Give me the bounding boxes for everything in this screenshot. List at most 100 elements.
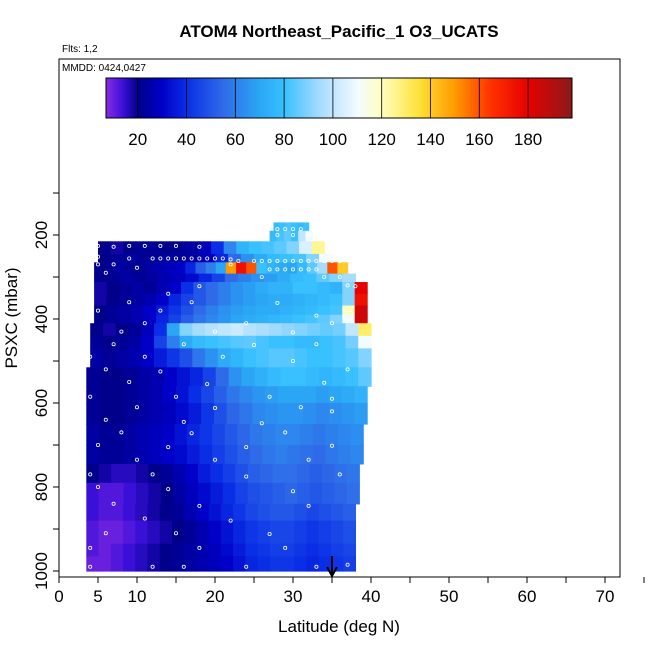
heatmap-cell [166,323,181,337]
x-axis-label: Latitude (deg N) [278,617,400,636]
sample-point [267,394,272,399]
heatmap-cell [86,482,100,505]
sample-point [283,267,288,272]
sample-point [306,231,311,236]
heatmap-cell [245,520,259,545]
heatmap-cell [358,348,372,368]
heatmap-cell [277,386,292,404]
heatmap-cell [235,463,249,484]
heatmap-cell [299,241,313,255]
x-tick-label: 0 [54,587,63,606]
heatmap-cell [248,241,262,255]
heatmap-cell [115,323,130,337]
heatmap-cell [110,503,124,522]
heatmap-cell [303,403,317,425]
heatmap-cell [111,482,125,505]
heatmap-cell [282,520,295,545]
heatmap-cell [255,314,269,324]
heatmap-cell [135,543,149,557]
sample-point [111,342,116,347]
colorbar-tick-label: 20 [128,130,147,149]
heatmap-cell [196,520,210,545]
heatmap-cell [107,273,121,283]
heatmap-cell [306,367,320,387]
heatmap-cell [189,253,203,263]
sample-point [337,472,342,477]
heatmap-cell [329,273,343,283]
sample-point [290,330,295,335]
sample-point [103,270,108,275]
heatmap-cell [302,222,310,232]
heatmap-cell [290,273,304,283]
sample-point [275,300,280,305]
heatmap-cell [272,482,286,505]
heatmap-cell [291,222,298,232]
sample-point [88,472,93,477]
heatmap-cell [264,386,279,404]
heatmap-cell [298,230,306,242]
heatmap-cell [338,445,352,465]
x-tick-label: 40 [362,587,381,606]
heatmap-cell [118,305,132,316]
heatmap-cell [330,520,344,545]
heatmap-cell [239,403,253,425]
heatmap-cell [345,335,359,349]
heatmap-cell [208,556,222,572]
heatmap-cell [280,282,294,295]
heatmap-cell [149,424,163,446]
sample-point [298,405,303,410]
heatmap-cell [98,556,112,572]
heatmap-cell [282,503,295,522]
heatmap-cell [193,282,207,295]
heatmap-cell [159,556,173,572]
heatmap-cell [192,323,206,337]
heatmap-cell [184,503,197,522]
heatmap-cell [179,348,193,368]
heatmap-cell [294,520,308,545]
sample-point [127,256,132,261]
sample-point [283,258,288,263]
x-tick-label: 30 [284,587,303,606]
heatmap-cell [292,293,306,307]
heatmap-cell [160,241,174,255]
sample-point [228,262,233,267]
heatmap-cell [316,386,330,404]
heatmap-cell [319,323,334,337]
sample-point [353,284,358,289]
heatmap-cell [319,348,334,368]
heatmap-cell [94,305,108,316]
heatmap-cell [338,424,352,446]
heatmap-cell [102,323,117,337]
heatmap-cell [143,293,157,307]
heatmap-cell [341,403,355,425]
heatmap-cell [243,293,257,307]
sample-point [88,394,93,399]
heatmap-cell [123,482,137,505]
heatmap-cell [111,386,126,404]
heatmap-cell [198,273,213,283]
heatmap-cell [272,463,286,484]
heatmap-cell [276,230,285,242]
heatmap-cell [138,367,152,387]
heatmap-cell [309,463,323,484]
heatmap-cell [123,543,136,557]
heatmap-cell [86,424,100,446]
heatmap-cell [111,253,125,263]
heatmap-cell [98,543,112,557]
sample-point [197,244,202,249]
heatmap-cell [267,367,282,387]
heatmap-cell [312,445,327,465]
heatmap-cell [136,445,150,465]
heatmap-cell [273,241,288,255]
sample-points [88,227,358,569]
sample-point [322,274,327,279]
heatmap-cell [277,273,291,283]
sample-point [189,431,194,436]
sample-point [220,354,225,359]
heatmap-cell [245,503,259,522]
sample-point [96,308,101,313]
heatmap-cell [329,293,343,307]
heatmap-cell [233,520,246,545]
heatmap-cell [255,282,269,295]
heatmap-cell [233,543,246,557]
